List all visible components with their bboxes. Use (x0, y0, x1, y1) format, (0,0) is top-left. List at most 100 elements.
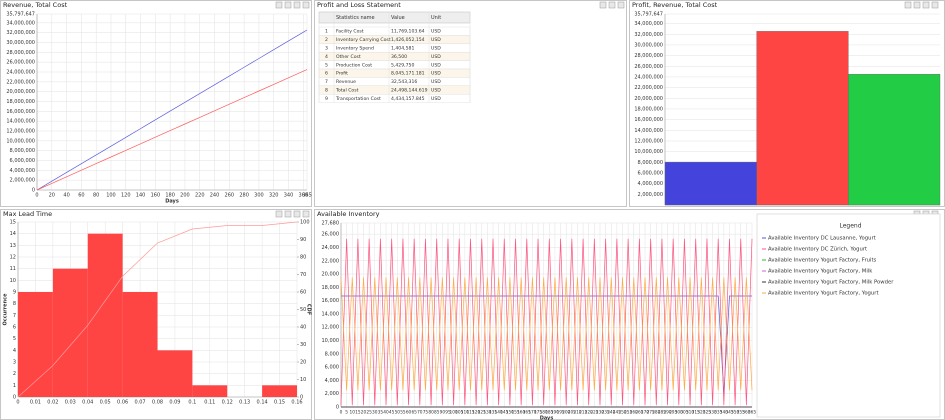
x-tick-label: 270 (641, 410, 649, 416)
x-tick-label: 0 (16, 400, 19, 406)
icon[interactable] (913, 1, 921, 9)
legend-label: Available Inventory Yogurt Factory, Milk (768, 269, 873, 275)
icon[interactable] (608, 1, 616, 9)
y2-tick-label: 30 (300, 342, 306, 348)
icon[interactable] (302, 210, 310, 218)
table-cell: Other Cost (336, 54, 361, 60)
y-tick-label: 5 (13, 336, 16, 342)
y-tick-label: 22,000,000 (634, 85, 663, 91)
y-tick-label: 35,797,647 (634, 12, 663, 18)
x-tick-label: 0.07 (134, 400, 145, 406)
y-tick-label: 12 (10, 255, 16, 261)
series-line (36, 69, 308, 191)
icon[interactable] (284, 210, 292, 218)
y2-tick-label: 90 (300, 237, 306, 243)
x-tick-label: 335 (714, 410, 722, 416)
y-tick-label: 22,000,000 (6, 79, 35, 85)
icon[interactable] (284, 1, 292, 9)
x-tick-label: 70 (417, 410, 423, 416)
bar (756, 31, 849, 206)
table-cell: USD (431, 37, 441, 43)
legend-label: Available Inventory Yogurt Factory, Frui… (768, 258, 877, 264)
table-cell: 11,769,103.64 (391, 29, 425, 35)
x-tick-label: 0.06 (117, 400, 128, 406)
x-tick-label: 60 (406, 410, 412, 416)
x-tick-label: 230 (596, 410, 604, 416)
y-tick-label: 26,000,000 (6, 60, 35, 66)
x-tick-label: 285 (658, 410, 666, 416)
icon[interactable] (293, 1, 301, 9)
x-tick-label: 20 (49, 193, 55, 199)
x-tick-label: 325 (703, 410, 711, 416)
y-tick-label: 2,000,000 (638, 192, 663, 198)
icon[interactable] (293, 210, 301, 218)
x-tick-label: 35 (378, 410, 384, 416)
y-tick-label: 4,000 (325, 378, 339, 384)
icon[interactable] (617, 1, 625, 9)
bar (848, 74, 941, 206)
x-tick-label: 240 (607, 410, 615, 416)
y2-tick-label: 50 (300, 307, 306, 313)
series-line (17, 221, 298, 398)
x-tick-label: 365 (302, 193, 312, 199)
x-tick-label: 45 (389, 410, 395, 416)
x-tick-label: 185 (545, 410, 553, 416)
x-tick-label: 300 (675, 410, 683, 416)
icon[interactable] (922, 1, 930, 9)
legend-label: Available Inventory DC Zürich, Yogurt (768, 247, 867, 253)
histogram-bar (52, 268, 88, 397)
bar (664, 161, 757, 206)
x-tick-label: 155 (511, 410, 519, 416)
x-tick-label: 220 (585, 410, 593, 416)
x-tick-label: 0.13 (239, 400, 250, 406)
x-tick-label: 260 (630, 410, 638, 416)
y-tick-label: 14,000,000 (634, 128, 663, 134)
y-tick-label: 14,000 (322, 311, 340, 317)
series-line (340, 277, 753, 391)
x-tick-label: 85 (434, 410, 440, 416)
y-tick-label: 10,000,000 (6, 138, 35, 144)
icon[interactable] (931, 1, 939, 9)
x-tick-label: 25 (366, 410, 372, 416)
y-tick-label: 8,000,000 (638, 160, 663, 166)
x-tick-label: 100 (106, 193, 116, 199)
y-tick-label: 12,000,000 (6, 129, 35, 135)
icon[interactable] (275, 1, 283, 9)
x-tick-label: 165 (523, 410, 531, 416)
legend-label: Available Inventory Yogurt Factory, Yogu… (768, 291, 879, 297)
icon[interactable] (904, 1, 912, 9)
y-tick-label: 6,000,000 (10, 158, 35, 164)
x-tick-label: 75 (423, 410, 429, 416)
x-tick-label: 80 (428, 410, 434, 416)
x-tick-label: 300 (254, 193, 264, 199)
x-tick-label: 330 (708, 410, 716, 416)
y-tick-label: 24,000,000 (634, 74, 663, 80)
icon[interactable] (599, 1, 607, 9)
x-tick-label: 105 (455, 410, 463, 416)
y-tick-label: 26,000,000 (634, 64, 663, 70)
x-tick-label: 5 (345, 410, 348, 416)
x-tick-label: 200 (562, 410, 570, 416)
x-tick-label: 275 (647, 410, 655, 416)
x-tick-label: 0.04 (82, 400, 93, 406)
y-tick-label: 2,000,000 (10, 178, 35, 184)
y-tick-label: 14 (10, 231, 16, 237)
y-tick-label: 6,000 (325, 365, 339, 371)
legend-label: Available Inventory Yogurt Factory, Milk… (768, 280, 894, 286)
x-axis-label: Days (540, 416, 554, 420)
x-tick-label: 55 (400, 410, 406, 416)
x-tick-label: 40 (383, 410, 389, 416)
y-tick-label: 26,000 (322, 232, 340, 238)
x-tick-label: 210 (573, 410, 581, 416)
table-cell: 8,045,171.181 (391, 71, 425, 77)
x-tick-label: 15 (355, 410, 361, 416)
icon[interactable] (275, 210, 283, 218)
x-tick-label: 310 (686, 410, 694, 416)
y-tick-label: 10,000,000 (634, 149, 663, 155)
x-tick-label: 215 (579, 410, 587, 416)
icon[interactable] (302, 1, 310, 9)
y-tick-label: 32,000,000 (6, 30, 35, 36)
y-tick-label: 10,000 (322, 338, 340, 344)
x-tick-label: 305 (680, 410, 688, 416)
series-line (340, 238, 753, 406)
